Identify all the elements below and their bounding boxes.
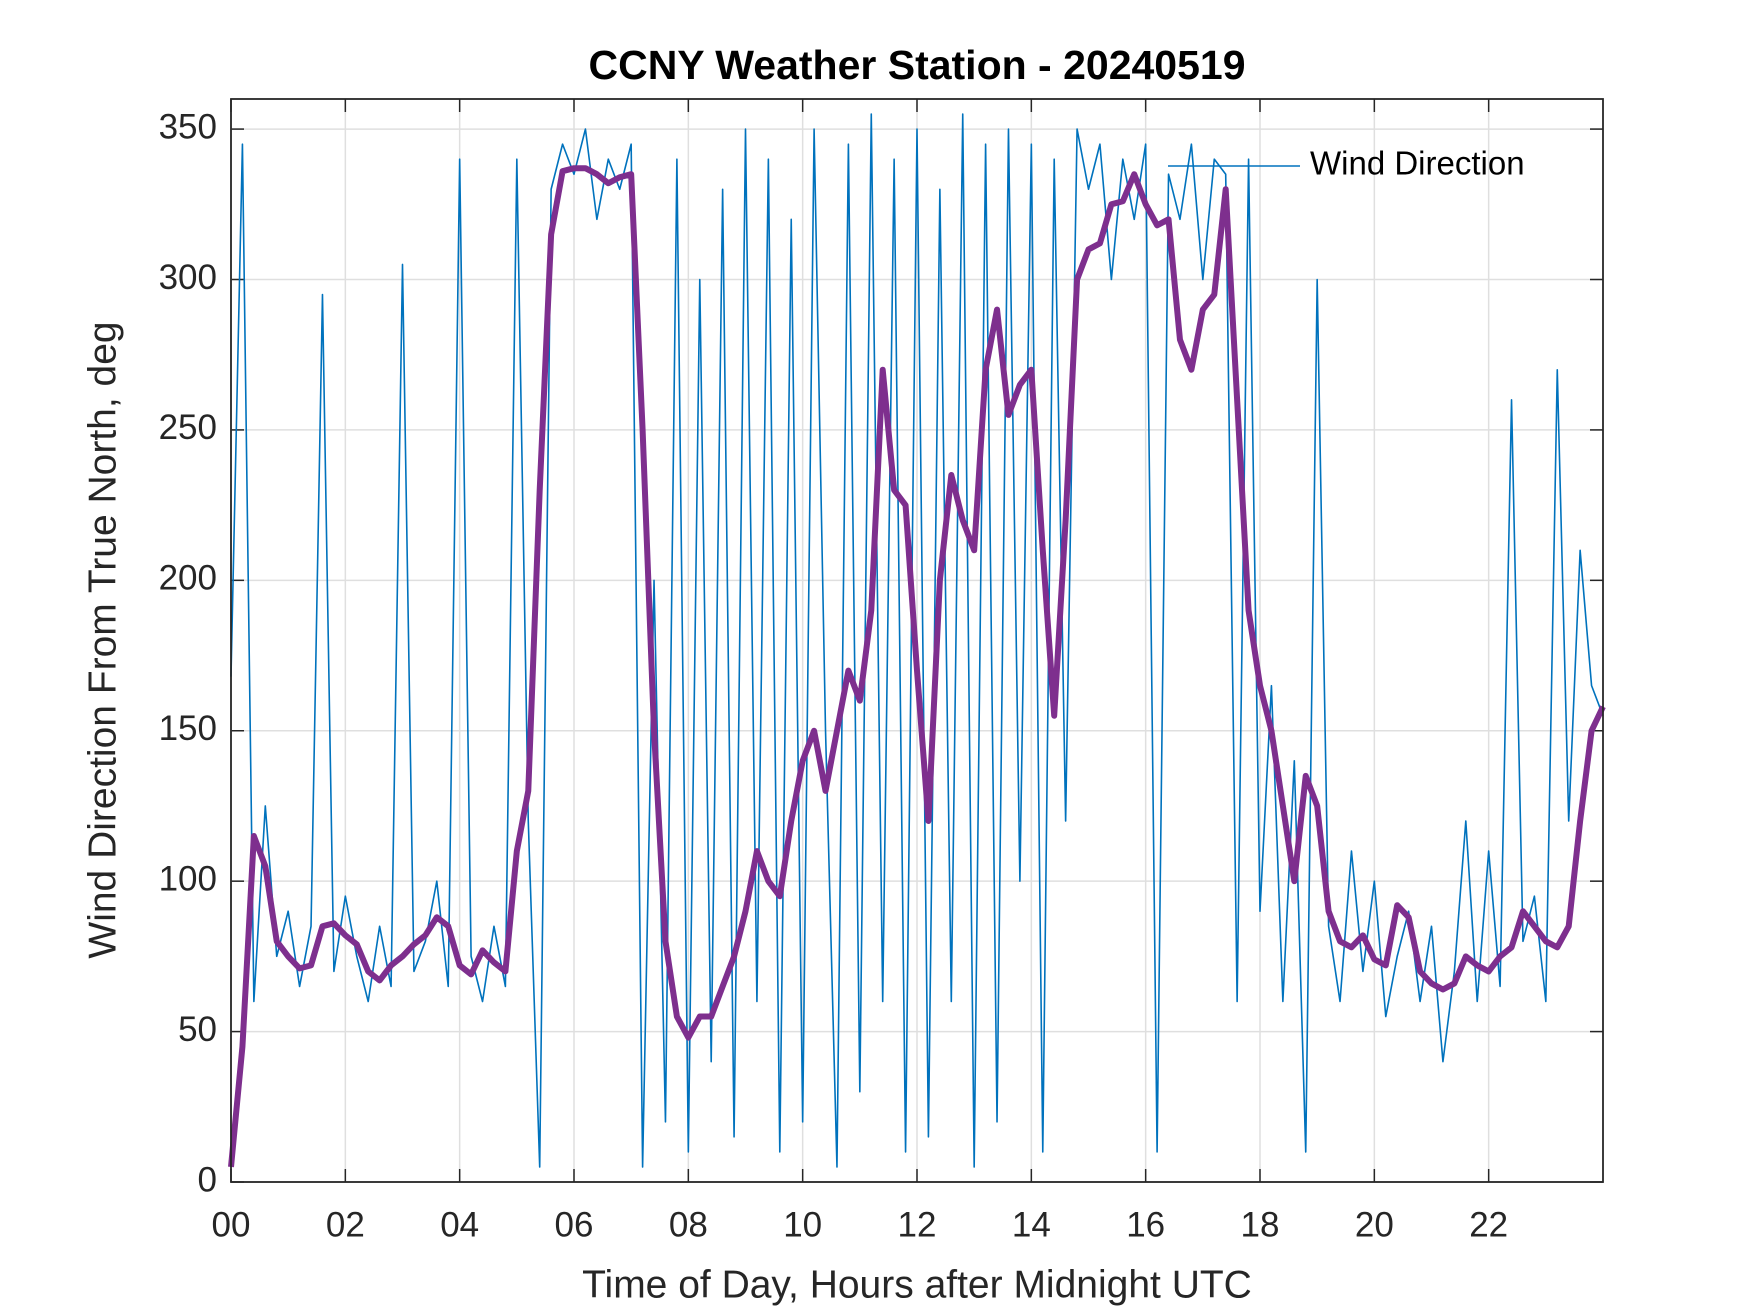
- data-line: [230, 113, 1604, 1168]
- y-tick-label: 300: [159, 258, 217, 297]
- chart-title: CCNY Weather Station - 20240519: [588, 42, 1245, 88]
- x-tick-label: 04: [440, 1205, 479, 1244]
- y-tick-label: 350: [159, 107, 217, 146]
- x-tick-label: 22: [1469, 1205, 1508, 1244]
- x-tick-label: 06: [555, 1205, 594, 1244]
- x-tick-label: 10: [783, 1205, 822, 1244]
- y-tick-label: 200: [159, 559, 217, 598]
- x-tick-label: 08: [669, 1205, 708, 1244]
- x-tick-label: 12: [898, 1205, 937, 1244]
- y-tick-label: 100: [159, 859, 217, 898]
- x-tick-label: 14: [1012, 1205, 1051, 1244]
- x-axis-label: Time of Day, Hours after Midnight UTC: [582, 1263, 1252, 1306]
- y-tick-label: 150: [159, 709, 217, 748]
- y-tick-label: 50: [178, 1010, 217, 1049]
- y-tick-label: 0: [198, 1160, 217, 1199]
- x-tick-label: 00: [212, 1205, 251, 1244]
- y-tick-label: 250: [159, 408, 217, 447]
- y-axis-label: Wind Direction From True North, deg: [81, 321, 124, 958]
- data-line: [228, 165, 1606, 1168]
- legend-label: Wind Direction: [1310, 145, 1525, 182]
- x-tick-label: 20: [1355, 1205, 1394, 1244]
- x-tick-label: 18: [1241, 1205, 1280, 1244]
- axes-box: [230, 98, 1604, 1183]
- x-tick-label: 16: [1126, 1205, 1165, 1244]
- x-tick-label: 02: [326, 1205, 365, 1244]
